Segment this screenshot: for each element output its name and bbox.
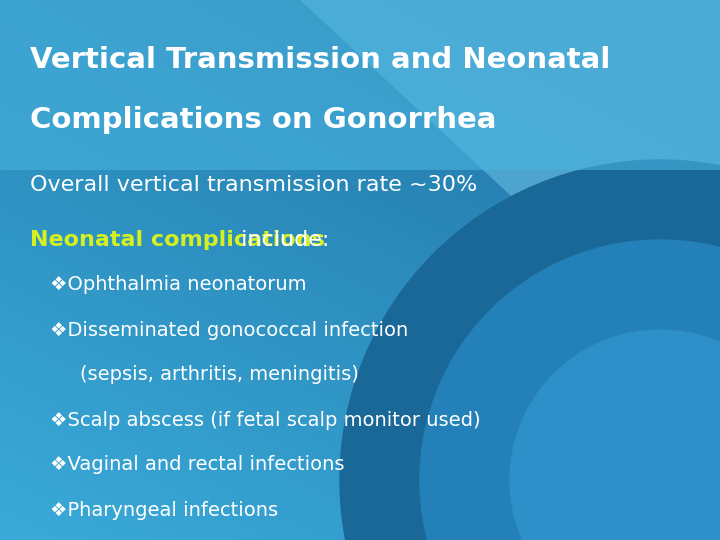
Text: include:: include: (234, 230, 330, 250)
Text: ❖Disseminated gonococcal infection: ❖Disseminated gonococcal infection (50, 321, 408, 340)
Text: (sepsis, arthritis, meningitis): (sepsis, arthritis, meningitis) (80, 366, 359, 384)
FancyBboxPatch shape (0, 0, 720, 170)
Text: ❖Ophthalmia neonatorum: ❖Ophthalmia neonatorum (50, 275, 307, 294)
Text: ❖Scalp abscess (if fetal scalp monitor used): ❖Scalp abscess (if fetal scalp monitor u… (50, 410, 481, 429)
Circle shape (420, 240, 720, 540)
Text: Vertical Transmission and Neonatal: Vertical Transmission and Neonatal (30, 46, 611, 74)
Text: Neonatal complications: Neonatal complications (30, 230, 325, 250)
Polygon shape (300, 0, 720, 390)
Text: ❖Pharyngeal infections: ❖Pharyngeal infections (50, 501, 278, 519)
Circle shape (340, 160, 720, 540)
Text: Overall vertical transmission rate ~30%: Overall vertical transmission rate ~30% (30, 175, 477, 195)
Text: Complications on Gonorrhea: Complications on Gonorrhea (30, 106, 496, 134)
Circle shape (510, 330, 720, 540)
Text: ❖Vaginal and rectal infections: ❖Vaginal and rectal infections (50, 456, 344, 475)
